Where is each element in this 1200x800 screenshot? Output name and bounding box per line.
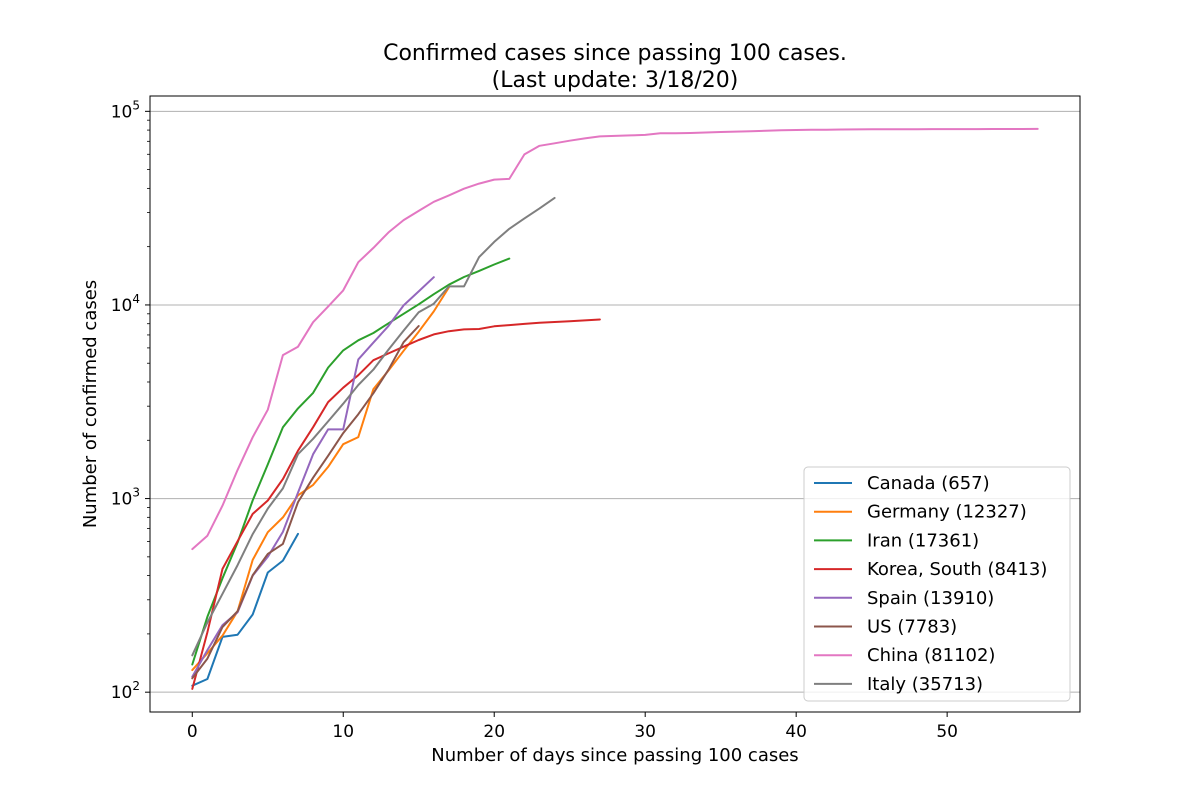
y-tick-base: 10 [111, 490, 133, 510]
y-tick-exponent: 2 [132, 679, 140, 693]
y-tick-exponent: 3 [132, 486, 140, 500]
legend-box [803, 466, 1071, 702]
legend-label: Italy (35713) [867, 674, 983, 695]
legend-label: Germany (12327) [867, 502, 1027, 523]
y-tick-base: 10 [111, 296, 133, 316]
x-tick-label: 50 [936, 722, 958, 742]
series-line [191, 318, 601, 690]
y-tick-label: 103 [111, 486, 140, 510]
y-tick-label: 105 [111, 98, 140, 122]
legend-label: China (81102) [867, 645, 995, 666]
series-line [191, 127, 1039, 551]
chart-subtitle: (Last update: 3/18/20) [492, 68, 739, 93]
plot-frame [149, 95, 1081, 713]
y-tick-label: 102 [111, 679, 140, 703]
y-axis-label: Number of confirmed cases [80, 280, 101, 528]
chart-title: Confirmed cases since passing 100 cases. [383, 41, 847, 66]
legend: Canada (657) Germany (12327) Iran (17361) K… [803, 466, 1071, 702]
series-line [191, 286, 450, 672]
x-tick-label: 0 [187, 722, 198, 742]
x-axis-ticks: 0 10 20 30 40 50 [187, 712, 958, 742]
x-axis-label: Number of days since passing 100 cases [431, 745, 798, 766]
y-tick-base: 10 [111, 102, 133, 122]
y-tick-exponent: 4 [132, 292, 140, 306]
legend-label: Iran (17361) [867, 530, 979, 551]
legend-label: Spain (13910) [867, 588, 994, 609]
x-tick-label: 40 [785, 722, 807, 742]
x-tick-label: 20 [483, 722, 505, 742]
series-line [191, 325, 420, 680]
y-tick-exponent: 5 [132, 98, 140, 112]
series-lines [191, 127, 1039, 690]
legend-label: Canada (657) [867, 473, 990, 494]
y-tick-label: 104 [111, 292, 140, 316]
x-tick-label: 10 [332, 722, 354, 742]
series-line [191, 532, 299, 687]
series-line [191, 196, 556, 657]
y-tick-base: 10 [111, 683, 133, 703]
series-line [191, 257, 511, 666]
x-tick-label: 30 [634, 722, 656, 742]
legend-label: US (7783) [867, 617, 957, 638]
legend-label: Korea, South (8413) [867, 559, 1047, 580]
